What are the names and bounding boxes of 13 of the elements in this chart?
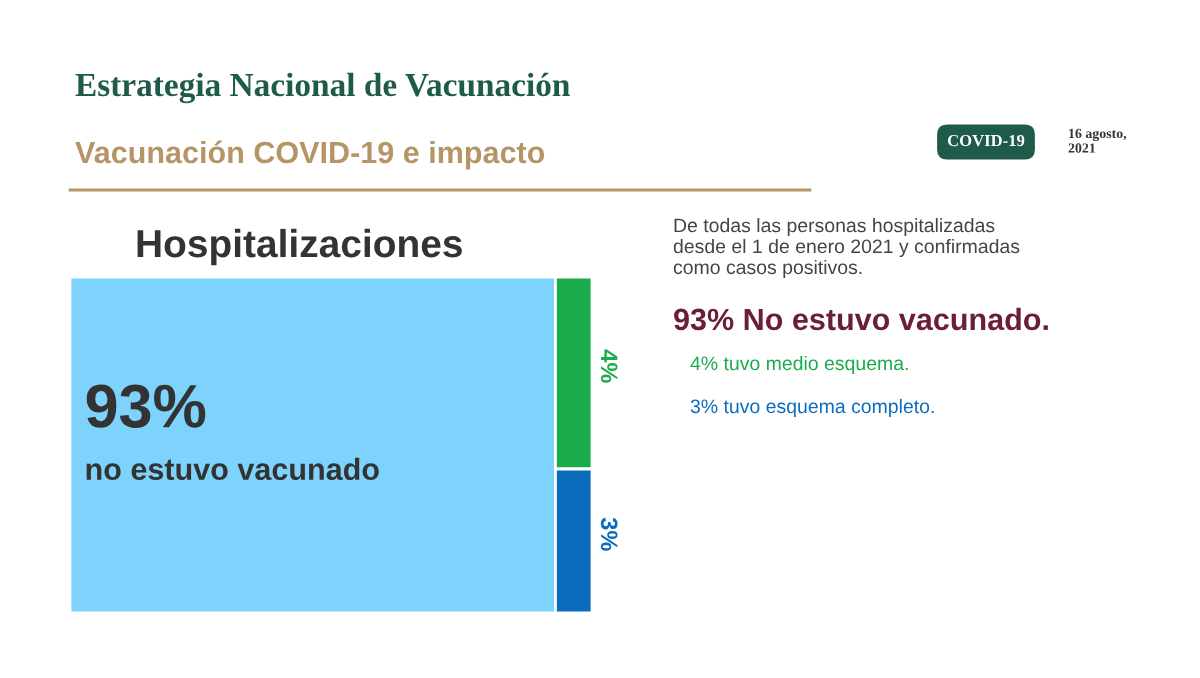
text: 4% tuvo medio esquema. (690, 355, 908, 375)
text: De todas las personas hospitalizadas desde el 1 de enero 2021 y confirmadas como casos positivos. (673, 217, 1020, 279)
text: 93% No estuvo vacunado. (674, 307, 1048, 331)
text: 3% tuvo esquema completo. (690, 398, 934, 418)
data-label: 4% (600, 349, 618, 383)
text: COVID-19 (947, 134, 1025, 147)
data-label: 3% (600, 517, 618, 551)
text: 16 agosto, 2021 (1068, 128, 1127, 153)
data-label: 93% (86, 384, 206, 428)
text: Estrategia Nacional de Vacunación (75, 72, 570, 104)
text: Vacunación COVID-19 e impacto (75, 140, 545, 170)
text: Hospitalizaciones (137, 228, 462, 266)
category-label: no estuvo vacunado (86, 457, 379, 481)
